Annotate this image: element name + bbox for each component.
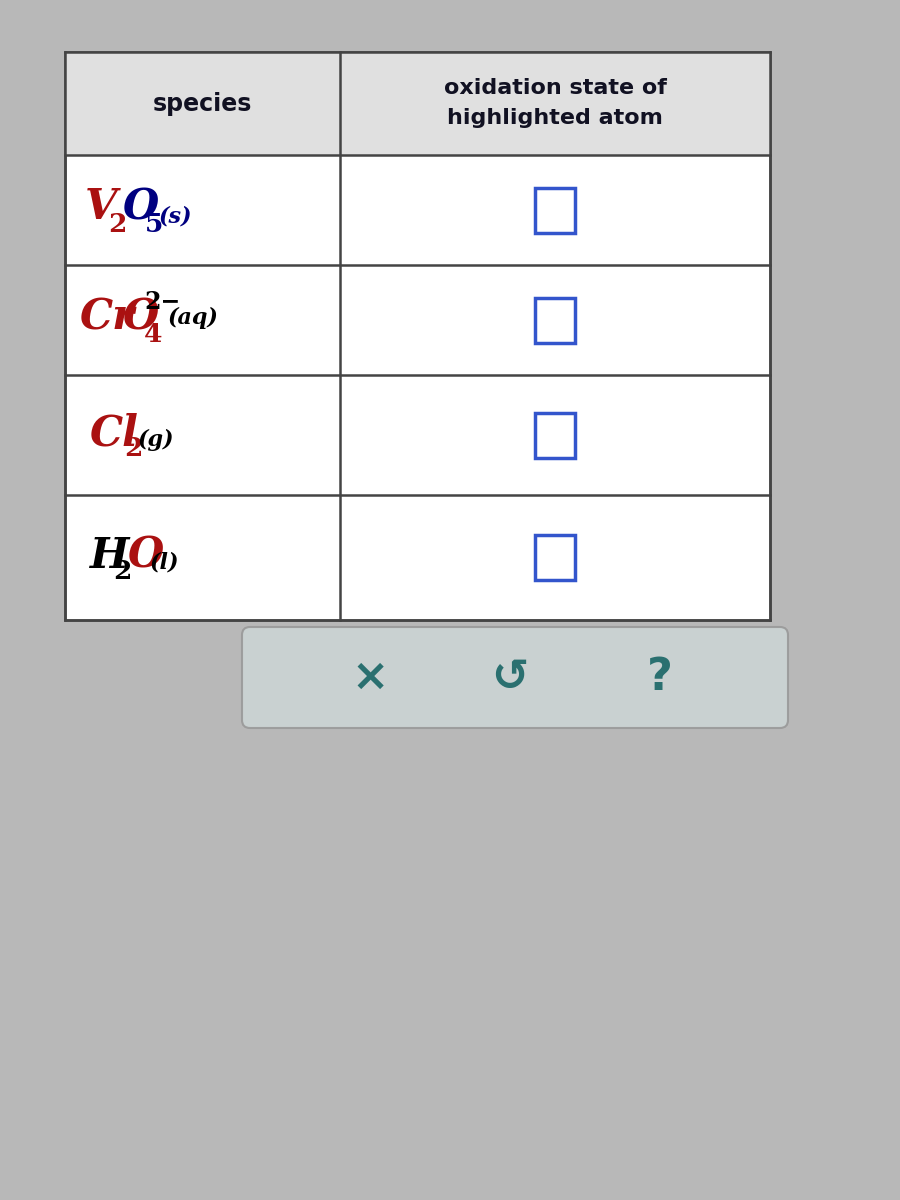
Bar <box>535 298 575 342</box>
Text: ↺: ↺ <box>491 656 528 698</box>
Text: Cl: Cl <box>90 412 139 454</box>
Text: 2−: 2− <box>144 290 180 314</box>
Text: O: O <box>123 296 159 338</box>
Text: 2: 2 <box>113 559 131 584</box>
Bar <box>535 413 575 457</box>
Bar <box>65 52 770 155</box>
Text: species: species <box>153 91 252 115</box>
Text: highlighted atom: highlighted atom <box>447 108 663 128</box>
Text: 5: 5 <box>145 211 164 236</box>
Bar <box>535 535 575 580</box>
Text: O: O <box>123 186 159 228</box>
Text: V: V <box>85 186 117 228</box>
Text: (g): (g) <box>138 428 175 451</box>
Text: (l): (l) <box>150 552 179 574</box>
Text: 2: 2 <box>124 437 142 462</box>
Bar <box>535 187 575 233</box>
Text: ×: × <box>351 656 389 698</box>
Text: H: H <box>90 534 130 576</box>
Bar <box>65 52 770 620</box>
Text: 2: 2 <box>108 211 126 236</box>
Text: O: O <box>128 534 164 576</box>
Text: 4: 4 <box>144 322 163 347</box>
Text: (s): (s) <box>159 205 193 227</box>
FancyBboxPatch shape <box>242 626 788 728</box>
Text: ?: ? <box>647 656 673 698</box>
Text: (aq): (aq) <box>168 307 219 329</box>
Text: Cr: Cr <box>80 296 135 338</box>
Text: oxidation state of: oxidation state of <box>444 78 666 98</box>
